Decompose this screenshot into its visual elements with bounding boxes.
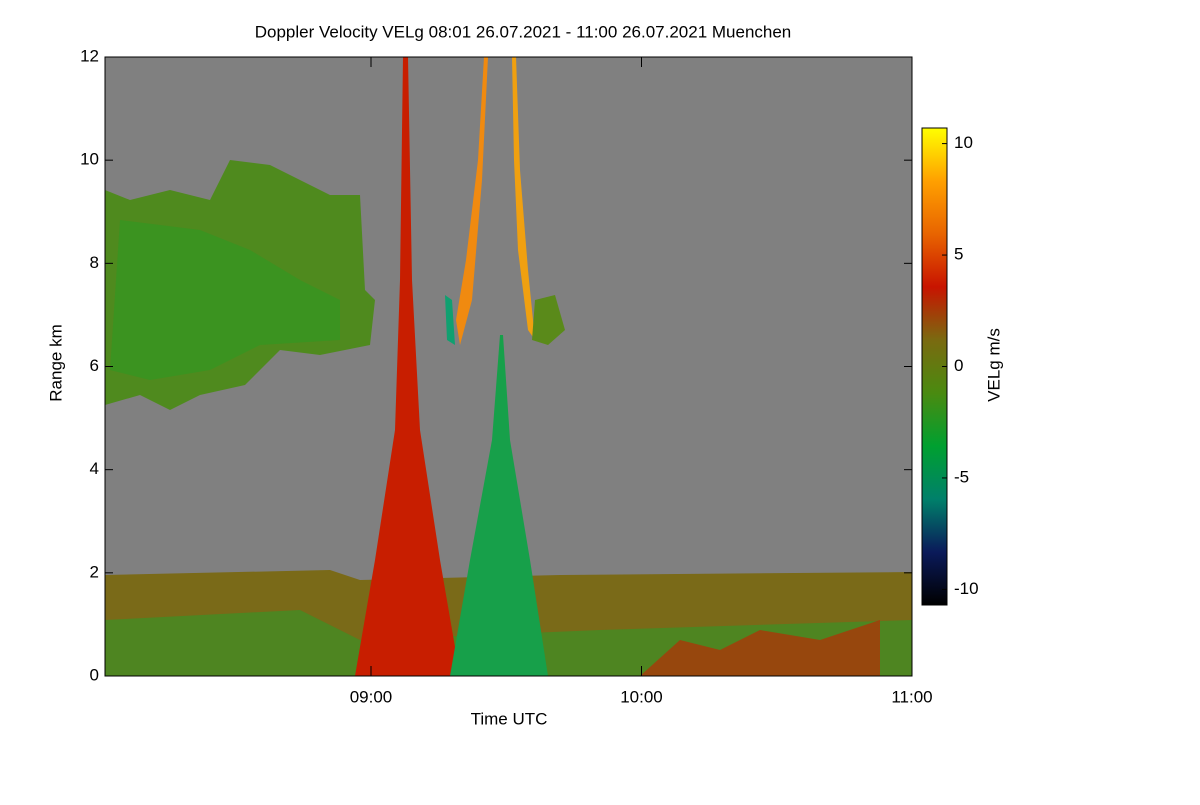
colorbar-tick-label: -10 — [954, 579, 979, 598]
colorbar-label: VELg m/s — [984, 328, 1003, 402]
y-tick-label: 10 — [80, 150, 99, 169]
colorbar-tick-label: 5 — [954, 245, 963, 264]
chart-title: Doppler Velocity VELg 08:01 26.07.2021 -… — [255, 22, 792, 41]
x-tick-label: 09:00 — [350, 687, 393, 706]
colorbar-tick-label: -5 — [954, 467, 969, 486]
velocity-field — [105, 57, 912, 676]
y-tick-label: 0 — [90, 665, 99, 684]
y-axis-label: Range km — [46, 324, 65, 401]
colorbar-tick-label: 0 — [954, 356, 963, 375]
y-tick-label: 6 — [90, 356, 99, 375]
x-tick-label: 10:00 — [620, 687, 663, 706]
y-tick-label: 2 — [90, 562, 99, 581]
y-tick-label: 12 — [80, 46, 99, 65]
x-tick-label: 11:00 — [891, 687, 932, 706]
x-axis-label: Time UTC — [471, 709, 548, 728]
y-tick-label: 8 — [90, 253, 99, 272]
y-tick-label: 4 — [90, 459, 99, 478]
colorbar-tick-label: 10 — [954, 133, 973, 152]
